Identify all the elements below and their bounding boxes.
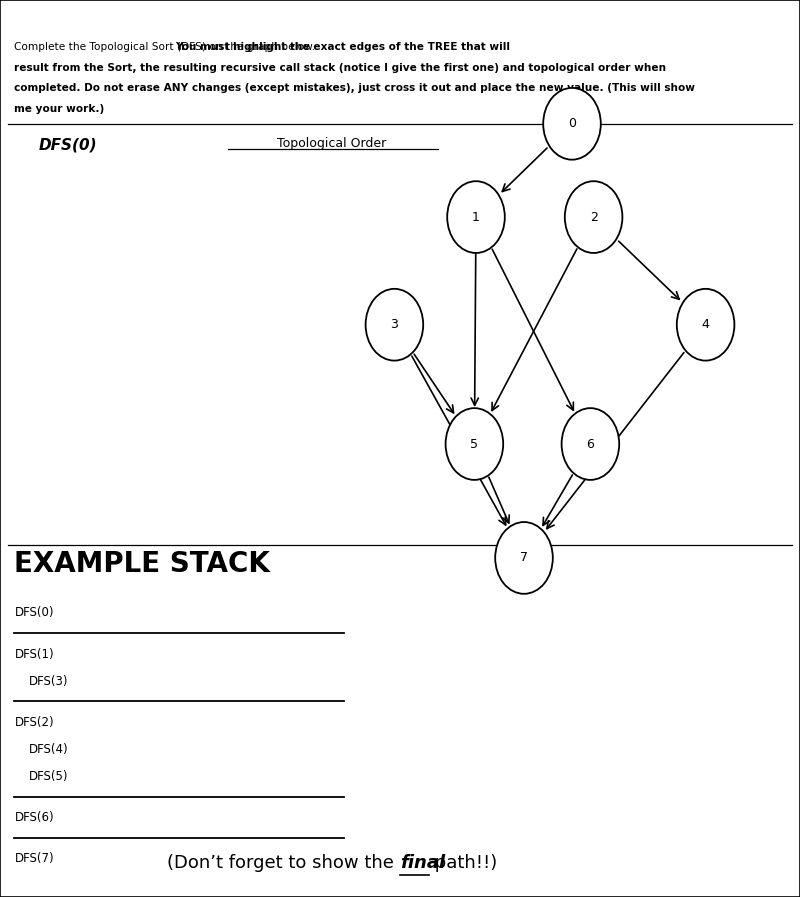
Text: 2: 2 — [590, 211, 598, 223]
Text: DFS(3): DFS(3) — [29, 675, 68, 687]
Text: DFS(1): DFS(1) — [14, 648, 54, 660]
Text: Topological Order: Topological Order — [278, 137, 386, 150]
Text: DFS(6): DFS(6) — [14, 811, 54, 823]
Ellipse shape — [446, 408, 503, 480]
Text: You must highlight the exact edges of the TREE that will: You must highlight the exact edges of th… — [174, 42, 510, 52]
Text: 3: 3 — [390, 318, 398, 331]
Text: 1: 1 — [472, 211, 480, 223]
Ellipse shape — [562, 408, 619, 480]
Text: DFS(0): DFS(0) — [14, 606, 54, 619]
Ellipse shape — [543, 88, 601, 160]
Text: DFS(2): DFS(2) — [14, 716, 54, 728]
Text: me your work.): me your work.) — [14, 104, 105, 114]
Text: 7: 7 — [520, 552, 528, 564]
Text: path!!): path!!) — [429, 854, 497, 872]
Text: result from the Sort, the resulting recursive call stack (notice I give the firs: result from the Sort, the resulting recu… — [14, 63, 666, 73]
Text: (Don’t forget to show the: (Don’t forget to show the — [167, 854, 400, 872]
Text: DFS(5): DFS(5) — [29, 770, 68, 782]
Text: 4: 4 — [702, 318, 710, 331]
Text: DFS(7): DFS(7) — [14, 852, 54, 865]
Ellipse shape — [565, 181, 622, 253]
Text: 0: 0 — [568, 118, 576, 130]
Ellipse shape — [447, 181, 505, 253]
Text: Complete the Topological Sort (DFS) on the graph below.: Complete the Topological Sort (DFS) on t… — [14, 42, 319, 52]
Text: 5: 5 — [470, 438, 478, 450]
Ellipse shape — [677, 289, 734, 361]
Text: EXAMPLE STACK: EXAMPLE STACK — [14, 550, 270, 578]
Ellipse shape — [495, 522, 553, 594]
Ellipse shape — [366, 289, 423, 361]
Text: 6: 6 — [586, 438, 594, 450]
Text: completed. Do not erase ANY changes (except mistakes), just cross it out and pla: completed. Do not erase ANY changes (exc… — [14, 83, 695, 93]
Text: DFS(0): DFS(0) — [38, 137, 97, 152]
Text: final: final — [400, 854, 445, 872]
Text: DFS(4): DFS(4) — [29, 743, 69, 755]
